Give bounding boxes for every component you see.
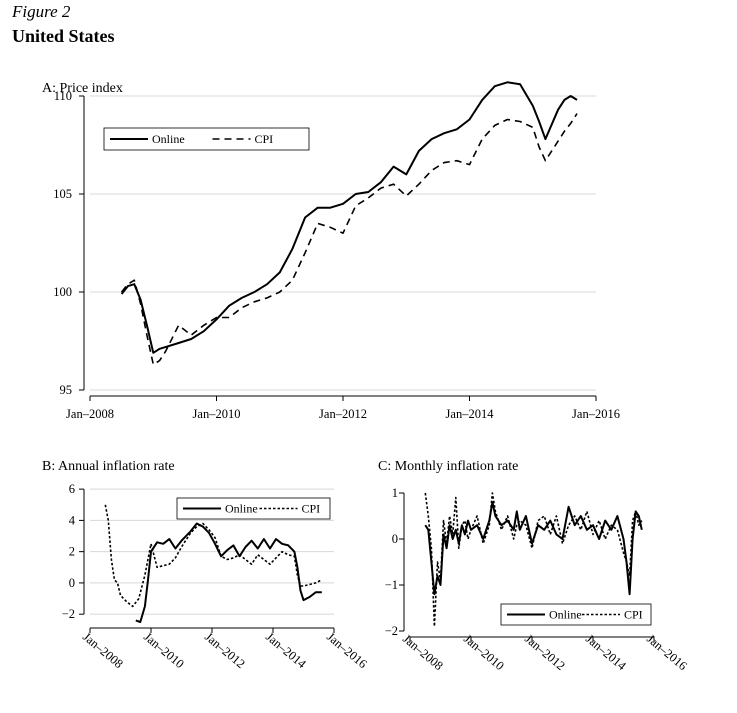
panel-c-title: C: Monthly inflation rate: [378, 459, 518, 474]
panel-b-y-tick-label: 6: [69, 482, 75, 496]
panel-c-x-tick-label: Jan–2010: [461, 632, 507, 674]
panel-b-legend-label-online: Online: [225, 502, 258, 516]
panel-a-y-tick-label: 110: [54, 89, 72, 103]
figure-title: United States: [12, 26, 115, 46]
panel-b-y-tick-label: −2: [62, 607, 75, 621]
panel-b-x-tick-label: Jan–2008: [80, 630, 126, 672]
panel-c-x-tick-label: Jan–2012: [522, 632, 568, 674]
panel-b-x-tick-label: Jan–2010: [141, 630, 187, 672]
panel-b-legend: [176, 497, 331, 520]
panel-a-y-tick-label: 95: [60, 383, 73, 397]
panel-a-series-cpi: [120, 113, 578, 366]
panel-a-legend: [103, 127, 310, 151]
panel-c-series-online: [424, 501, 643, 596]
panel-a-x-tick-label: Jan–2012: [319, 407, 367, 421]
panel-c-y-tick-label: −1: [385, 578, 398, 592]
panel-b-x-tick-label: Jan–2014: [263, 630, 309, 672]
panel-b-x-tick-label: Jan–2016: [324, 630, 370, 672]
panel-a-series-online: [120, 81, 578, 354]
panel-c-legend-label-online: Online: [549, 608, 582, 622]
panel-a-legend-label-online: Online: [152, 132, 185, 146]
panel-c-y-tick-label: −2: [385, 624, 398, 638]
panel-b-legend-label-cpi: CPI: [302, 502, 321, 516]
panel-c-x-tick-label: Jan–2016: [644, 632, 690, 674]
panel-a-y-tick-label: 100: [53, 285, 72, 299]
panel-b-title: B: Annual inflation rate: [42, 459, 175, 474]
panel-c-x-tick-label: Jan–2014: [583, 632, 629, 674]
panel-c-y-tick-label: 0: [392, 532, 398, 546]
panel-c-legend: [500, 603, 652, 626]
panel-a-title: A: Price index: [42, 81, 123, 96]
panel-b-series-online: [135, 522, 322, 623]
panel-b-y-tick-label: 0: [69, 576, 75, 590]
panel-c-series-cpi: [424, 492, 643, 628]
panel-c-x-tick-label: Jan–2008: [400, 632, 446, 674]
panel-a-y-tick-label: 105: [53, 187, 72, 201]
panel-b-x-tick-label: Jan–2012: [202, 630, 248, 672]
panel-a-legend-label-cpi: CPI: [255, 132, 274, 146]
panel-a-x-tick-label: Jan–2010: [193, 407, 241, 421]
panel-b-series-cpi: [104, 504, 323, 608]
panel-b-y-tick-label: 2: [69, 545, 75, 559]
panel-a-x-tick-label: Jan–2014: [446, 407, 495, 421]
figure-label: Figure 2: [12, 2, 71, 21]
panel-a-x-tick-label: Jan–2016: [572, 407, 620, 421]
panel-a-x-tick-label: Jan–2008: [66, 407, 114, 421]
panel-c-legend-label-cpi: CPI: [624, 608, 643, 622]
panel-c-y-tick-label: 1: [392, 486, 398, 500]
panel-b-y-tick-label: 4: [69, 513, 76, 527]
